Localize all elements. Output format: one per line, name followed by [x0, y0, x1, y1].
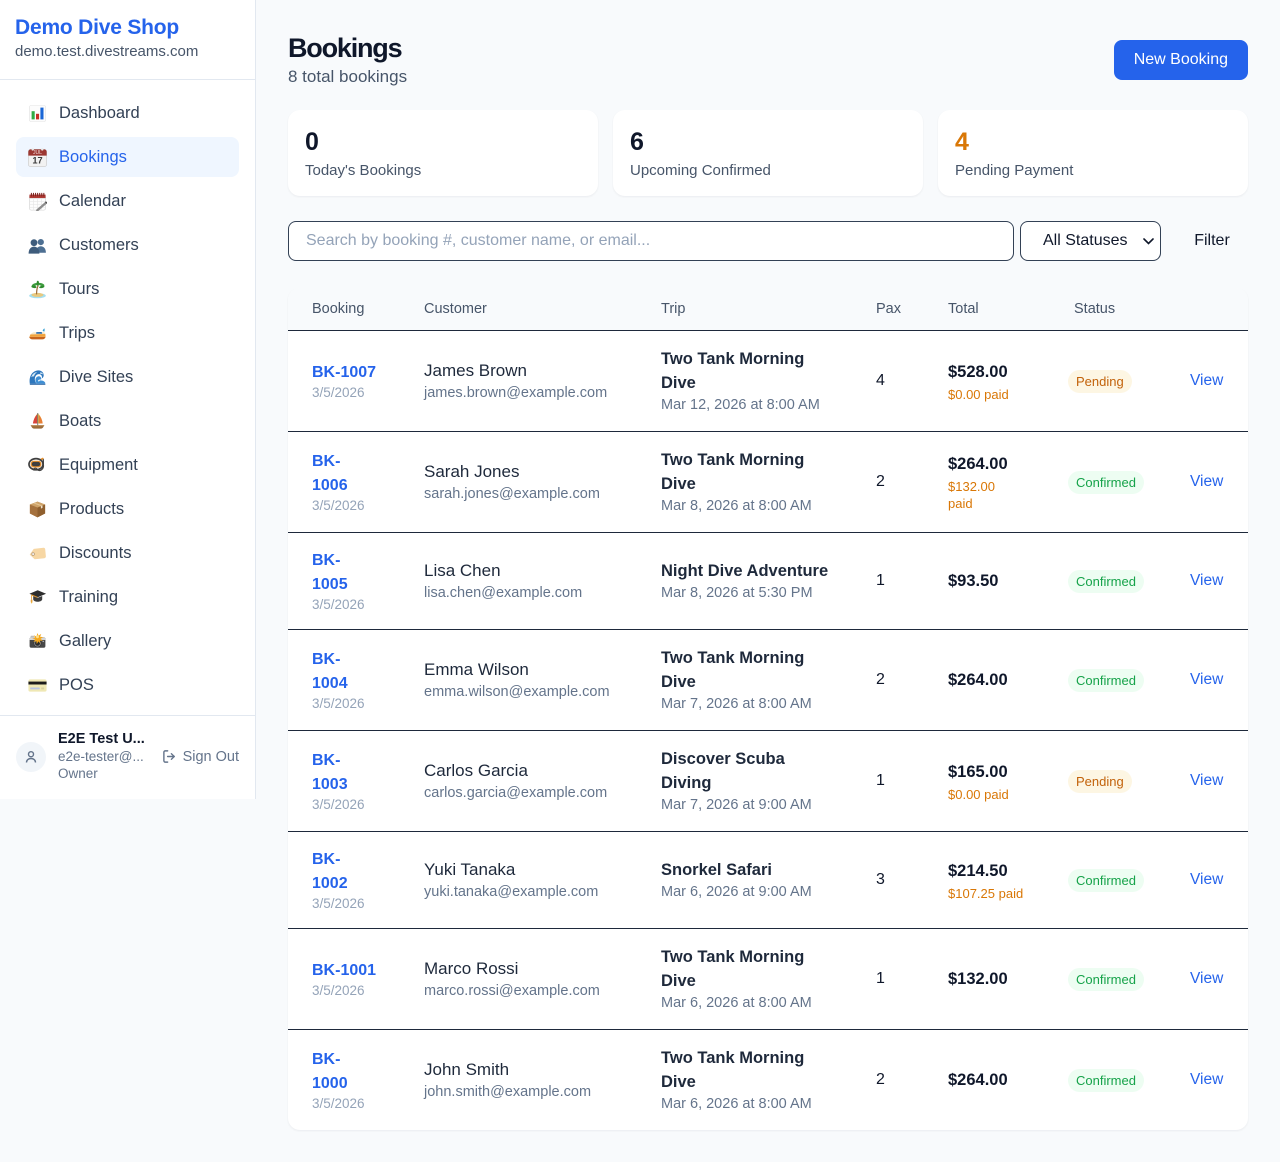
svg-text:17: 17: [32, 155, 42, 165]
svg-text:JUL: JUL: [33, 150, 42, 156]
